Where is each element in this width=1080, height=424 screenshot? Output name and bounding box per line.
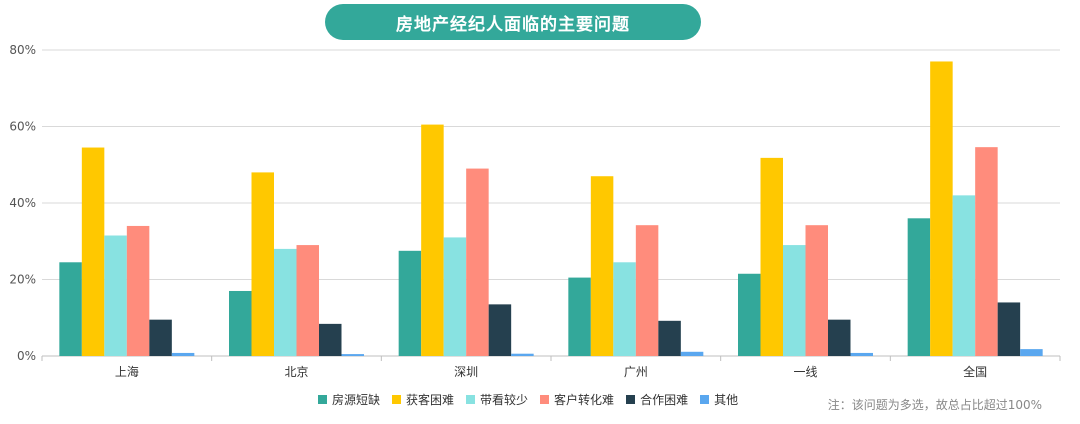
y-tick-label: 40% <box>9 196 36 210</box>
legend-swatch <box>318 395 327 404</box>
legend-label: 客户转化难 <box>554 393 615 407</box>
x-tick-label: 广州 <box>624 365 648 379</box>
legend-swatch <box>540 395 550 404</box>
bar-带看较少-广州 <box>613 262 636 356</box>
legend-swatch <box>626 395 636 404</box>
bar-获客困难-广州 <box>590 176 614 356</box>
bar-获客困难-一线 <box>760 157 783 356</box>
bar-房源短缺-全国 <box>907 218 931 356</box>
bar-带看较少-一线 <box>783 245 806 356</box>
bar-其他-一线 <box>850 352 873 356</box>
bar-带看较少-上海 <box>104 235 127 356</box>
bar-客户转化难-全国 <box>975 147 998 356</box>
legend-item: 获客困难 <box>392 391 454 408</box>
legend-item: 房源短缺 <box>318 391 380 408</box>
bar-合作困难-北京 <box>319 323 342 356</box>
legend-label: 房源短缺 <box>332 393 381 407</box>
x-tick-label: 全国 <box>963 364 987 379</box>
y-tick-label: 0% <box>17 349 36 363</box>
y-tick-label: 80% <box>9 43 36 57</box>
bar-其他-全国 <box>1020 349 1043 356</box>
bar-合作困难-一线 <box>828 319 851 356</box>
bar-客户转化难-深圳 <box>466 168 489 356</box>
x-tick-label: 一线 <box>793 365 817 379</box>
bar-其他-北京 <box>341 354 364 356</box>
bar-获客困难-全国 <box>930 61 953 356</box>
x-tick-label: 北京 <box>284 365 308 379</box>
bar-房源短缺-一线 <box>738 273 761 356</box>
legend-swatch <box>392 395 402 404</box>
bar-带看较少-深圳 <box>443 237 467 356</box>
bar-房源短缺-上海 <box>59 262 82 356</box>
chart-title: 房地产经纪人面临的主要问题 <box>325 4 701 40</box>
bar-客户转化难-广州 <box>635 225 659 356</box>
bar-带看较少-北京 <box>274 248 297 356</box>
bar-房源短缺-广州 <box>568 277 591 356</box>
legend-label: 其他 <box>714 393 739 407</box>
legend-swatch <box>700 395 710 404</box>
bar-合作困难-上海 <box>149 319 172 356</box>
bar-带看较少-全国 <box>952 195 976 356</box>
legend-label: 获客困难 <box>406 393 455 407</box>
chart-note: 注：该问题为多选，故总占比超过100% <box>827 398 1042 412</box>
bar-客户转化难-一线 <box>805 225 828 356</box>
legend-swatch <box>466 395 476 404</box>
bar-合作困难-全国 <box>997 302 1021 356</box>
legend-item: 合作困难 <box>626 391 688 408</box>
bar-获客困难-北京 <box>251 172 274 356</box>
bar-合作困难-广州 <box>658 320 681 356</box>
bar-获客困难-深圳 <box>421 124 444 357</box>
legend-label: 带看较少 <box>480 393 529 407</box>
x-tick-label: 深圳 <box>454 365 478 379</box>
chart-legend: 房源短缺 获客困难 带看较少 客户转化难 合作困难 其他 <box>318 391 750 408</box>
y-tick-label: 20% <box>9 273 36 287</box>
legend-label: 合作困难 <box>640 393 689 407</box>
y-tick-label: 60% <box>9 120 36 134</box>
bar-客户转化难-上海 <box>126 225 150 356</box>
legend-item: 客户转化难 <box>540 391 614 408</box>
legend-item: 其他 <box>700 391 738 408</box>
legend-item: 带看较少 <box>466 391 528 408</box>
bar-房源短缺-北京 <box>229 290 252 356</box>
bar-客户转化难-北京 <box>296 245 319 356</box>
bar-房源短缺-深圳 <box>398 250 422 356</box>
x-tick-label: 上海 <box>115 364 139 379</box>
chart-title-text: 房地产经纪人面临的主要问题 <box>396 14 630 35</box>
bar-其他-深圳 <box>511 353 534 356</box>
bar-其他-广州 <box>680 351 704 356</box>
bar-合作困难-深圳 <box>488 304 512 356</box>
bar-获客困难-上海 <box>81 147 105 356</box>
bar-其他-上海 <box>171 352 195 356</box>
